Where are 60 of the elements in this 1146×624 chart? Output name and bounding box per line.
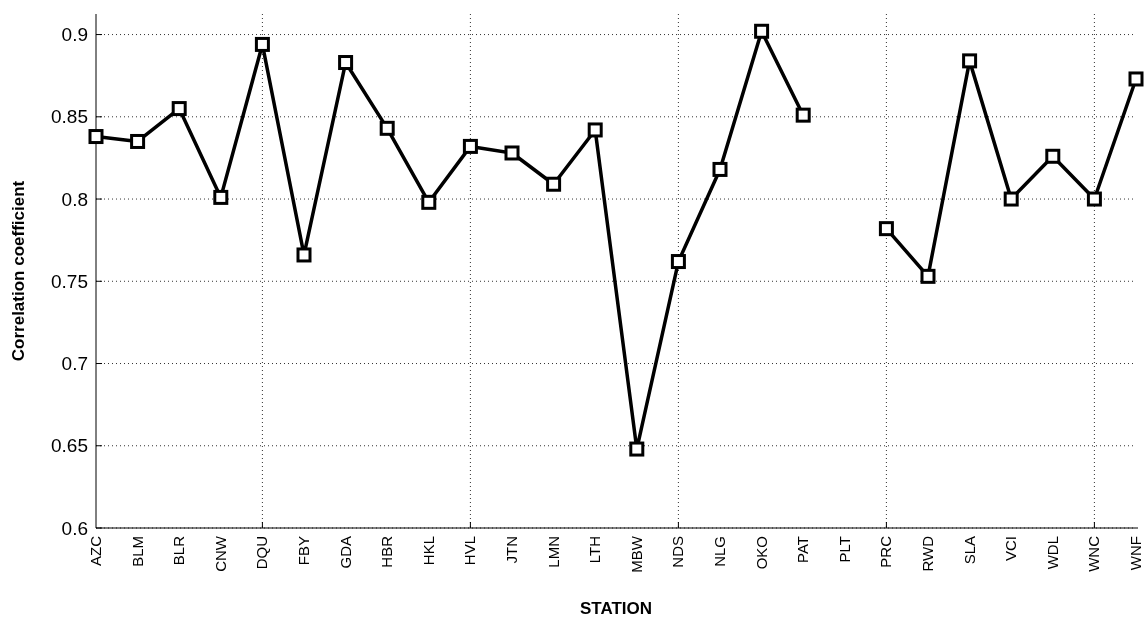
point xyxy=(754,23,770,39)
y-tick-label: 0.75 xyxy=(51,270,88,292)
x-tick-label: NDS xyxy=(669,536,687,568)
x-tick-label: HVL xyxy=(461,536,479,566)
point xyxy=(88,129,104,145)
y-tick-label: 0.7 xyxy=(61,353,88,375)
x-tick-label: DQU xyxy=(253,536,271,570)
point xyxy=(712,161,728,177)
point xyxy=(379,120,395,136)
x-tick-label: PRC xyxy=(877,535,895,568)
point xyxy=(1045,148,1061,164)
x-tick-label: VCI xyxy=(1002,536,1020,562)
x-tick-label: CNW xyxy=(211,535,229,572)
y-tick-label: 0.9 xyxy=(61,24,88,46)
x-tick-label: WNF xyxy=(1127,536,1144,571)
x-tick-label: WDL xyxy=(1043,536,1061,570)
x-tick-label: AZC xyxy=(87,535,104,566)
x-tick-label: WNC xyxy=(1085,535,1103,572)
point xyxy=(1128,71,1144,87)
point xyxy=(504,145,520,161)
y-tick-label: 0.85 xyxy=(51,106,88,128)
point xyxy=(213,189,229,205)
point xyxy=(962,53,978,69)
point xyxy=(462,138,478,154)
point xyxy=(670,254,686,270)
x-tick-label: LTH xyxy=(586,536,604,564)
point xyxy=(878,221,894,237)
x-tick-label: GDA xyxy=(336,536,354,569)
x-axis-title: STATION xyxy=(579,599,653,618)
x-tick-label: NLG xyxy=(711,536,728,567)
x-tick-label: BLM xyxy=(128,536,146,567)
point xyxy=(1086,191,1102,207)
y-tick-label: 0.8 xyxy=(61,188,88,210)
point xyxy=(920,268,936,284)
x-tick-label: LMN xyxy=(544,536,562,568)
point xyxy=(629,441,645,457)
x-tick-label: BLR xyxy=(170,535,188,566)
point xyxy=(254,36,270,52)
x-tick-label: PLT xyxy=(835,536,853,563)
y-tick-label: 0.65 xyxy=(51,435,88,457)
point xyxy=(421,194,437,210)
x-tick-label: FBY xyxy=(295,536,312,566)
x-tick-label: HKL xyxy=(419,536,437,566)
point xyxy=(171,101,187,117)
y-axis-title: Correlation coefficient xyxy=(9,180,28,362)
point xyxy=(546,176,562,192)
x-tick-label: PAT xyxy=(794,536,812,563)
point xyxy=(795,107,811,123)
x-tick-label: MBW xyxy=(627,535,645,573)
y-tick-label: 0.6 xyxy=(61,517,88,539)
point xyxy=(587,122,603,138)
x-tick-label: OKO xyxy=(752,536,770,570)
point xyxy=(1003,191,1019,207)
point xyxy=(338,55,354,71)
x-tick-label: JTN xyxy=(503,536,520,564)
point xyxy=(130,133,146,149)
x-tick-label: SLA xyxy=(960,536,978,565)
x-tick-label: RWD xyxy=(919,535,936,572)
point xyxy=(296,247,312,263)
x-tick-label: HBR xyxy=(378,535,396,568)
